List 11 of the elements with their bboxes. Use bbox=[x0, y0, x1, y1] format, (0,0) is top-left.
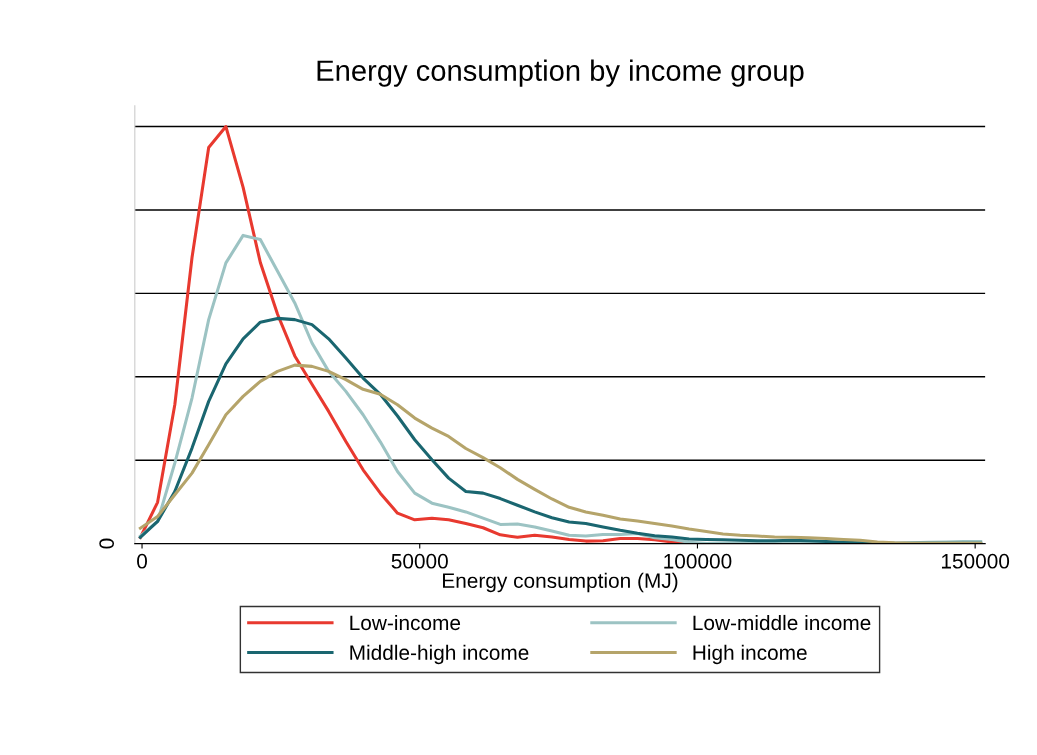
x-tick-label: 50000 bbox=[391, 553, 448, 569]
x-tick-label: 0 bbox=[137, 553, 148, 569]
x-tick-label: 150000 bbox=[941, 553, 1010, 569]
legend-label: Middle-high income bbox=[350, 644, 529, 665]
legend-label: Low-middle income bbox=[693, 614, 871, 631]
x-axis-title: Energy consumption (MJ) bbox=[443, 572, 678, 593]
text: 0 bbox=[99, 538, 115, 549]
x-tick-label: 100000 bbox=[664, 553, 732, 569]
legend-label: High income bbox=[693, 644, 807, 665]
legend-label: Low-income bbox=[350, 614, 461, 631]
chart-title: Energy consumption by income group bbox=[317, 59, 804, 87]
